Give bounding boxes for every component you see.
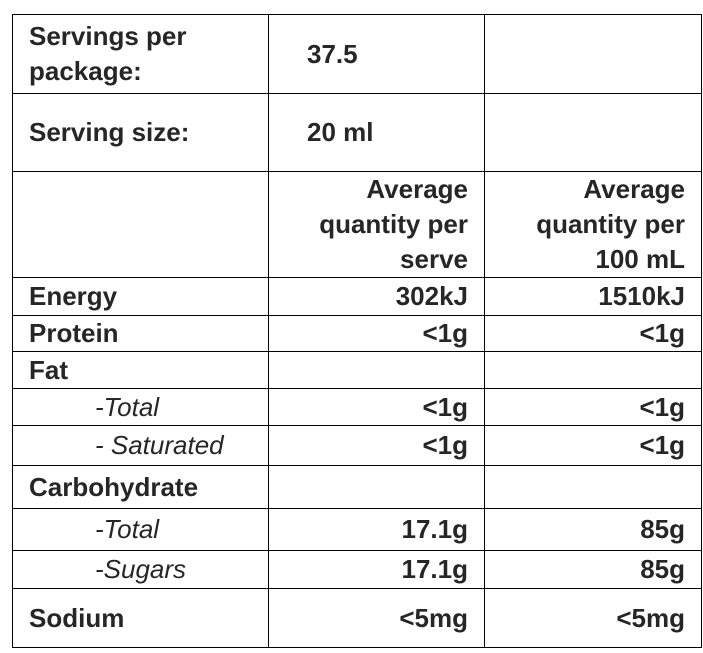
row-label: Fat: [12, 351, 269, 389]
table-row: - Saturated <1g <1g: [12, 425, 702, 466]
text-line: quantity per: [319, 209, 468, 239]
table-row: Carbohydrate: [12, 465, 702, 509]
value-cell: [268, 351, 485, 389]
table-row: Average quantity per serve Average quantity …: [12, 171, 702, 278]
table-row: Protein <1g <1g: [12, 315, 702, 352]
value-cell: [484, 93, 702, 172]
row-label: Carbohydrate: [12, 465, 269, 509]
value-cell: <1g: [268, 315, 485, 352]
text-line: 100 mL: [595, 244, 685, 274]
row-label: - Saturated: [12, 425, 269, 466]
value-cell: 85g: [484, 550, 702, 589]
value-cell: 85g: [484, 508, 702, 551]
nutrition-table: Servings per package: 37.5 Serving size: 20 …: [12, 14, 702, 648]
text-line: Average: [583, 174, 685, 204]
value-cell: <1g: [484, 425, 702, 466]
row-label: Servings per package:: [12, 14, 269, 94]
value-cell: Average quantity per serve: [268, 171, 485, 278]
row-label: Serving size:: [12, 93, 269, 172]
value-cell: <1g: [268, 425, 485, 466]
table-row: Fat: [12, 351, 702, 389]
table-row: Serving size: 20 ml: [12, 93, 702, 172]
table-row: Energy 302kJ 1510kJ: [12, 277, 702, 316]
text-line: Average: [366, 174, 468, 204]
table-row: -Total <1g <1g: [12, 388, 702, 426]
row-label: Energy: [12, 277, 269, 316]
value-cell: 17.1g: [268, 508, 485, 551]
value-cell: <1g: [484, 388, 702, 426]
row-label: Sodium: [12, 588, 269, 648]
value-cell: <1g: [484, 315, 702, 352]
value-cell: 20 ml: [268, 93, 485, 172]
row-label: [12, 171, 269, 278]
table-body: Servings per package: 37.5 Serving size: 20 …: [12, 14, 702, 648]
row-label: -Sugars: [12, 550, 269, 589]
value-cell: <1g: [268, 388, 485, 426]
value-cell: [484, 14, 702, 94]
table-row: -Total 17.1g 85g: [12, 508, 702, 551]
value-cell: 1510kJ: [484, 277, 702, 316]
text-line: serve: [400, 244, 468, 274]
table-row: Sodium <5mg <5mg: [12, 588, 702, 648]
table-row: -Sugars 17.1g 85g: [12, 550, 702, 589]
row-label: -Total: [12, 508, 269, 551]
value-cell: [484, 351, 702, 389]
value-cell: [268, 465, 485, 509]
value-cell: 37.5: [268, 14, 485, 94]
value-cell: <5mg: [484, 588, 702, 648]
value-cell: [484, 465, 702, 509]
row-label: Protein: [12, 315, 269, 352]
value-cell: Average quantity per 100 mL: [484, 171, 702, 278]
value-cell: 302kJ: [268, 277, 485, 316]
value-cell: 17.1g: [268, 550, 485, 589]
row-label: -Total: [12, 388, 269, 426]
text-line: Servings per: [29, 21, 187, 51]
text-line: package:: [29, 56, 142, 86]
table-row: Servings per package: 37.5: [12, 14, 702, 94]
value-cell: <5mg: [268, 588, 485, 648]
text-line: quantity per: [536, 209, 685, 239]
